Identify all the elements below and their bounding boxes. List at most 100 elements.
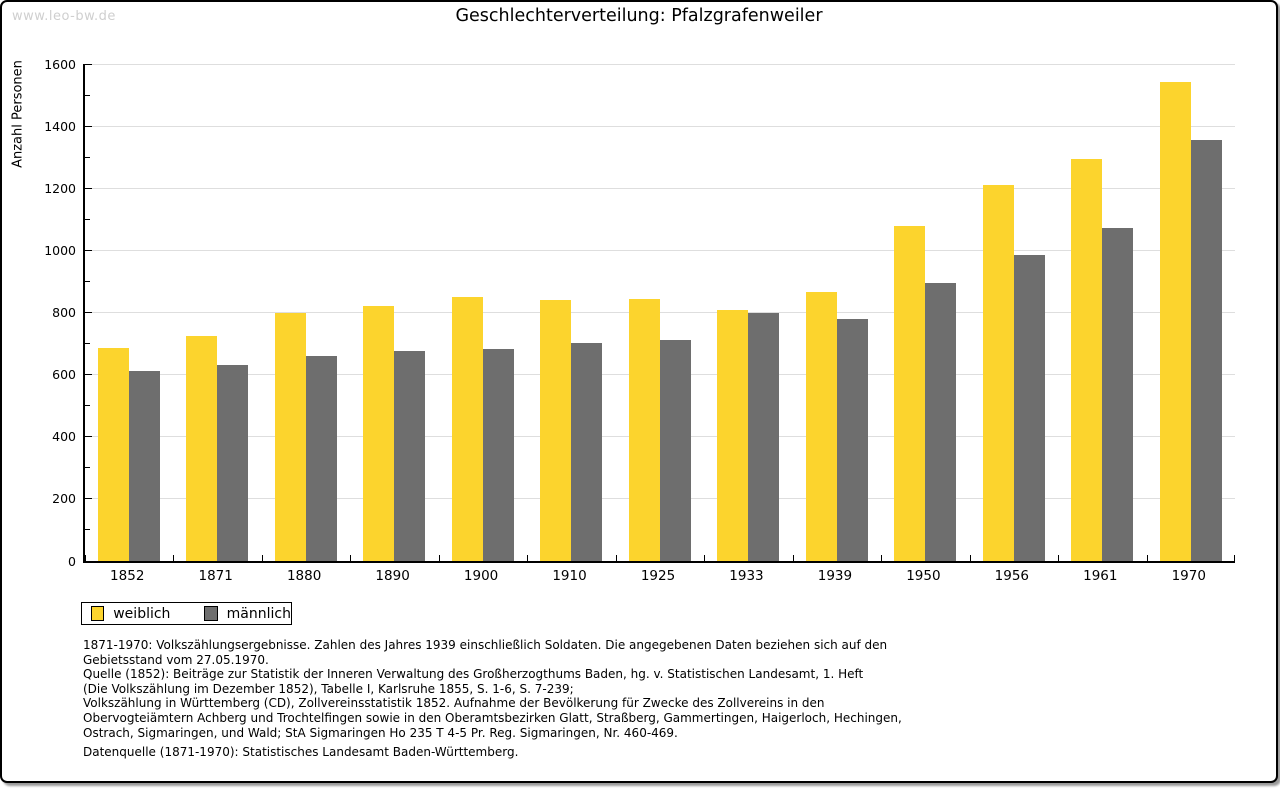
x-boundary-tick-2 <box>261 555 263 561</box>
x-tick-label-1871: 1871 <box>198 568 233 584</box>
bar-männlich-1961 <box>1102 228 1134 561</box>
x-boundary-tick-0 <box>85 555 86 561</box>
x-tick-label-1933: 1933 <box>729 568 764 584</box>
legend-swatch-weiblich <box>91 606 105 621</box>
bar-weiblich-1890 <box>363 306 395 561</box>
x-tick-label-1880: 1880 <box>286 568 322 584</box>
x-boundary-tick-13 <box>1234 555 1235 561</box>
x-tick-label-1925: 1925 <box>640 568 676 584</box>
x-tick-label-1956: 1956 <box>994 568 1030 584</box>
bar-männlich-1900 <box>482 349 514 561</box>
gridline-1400 <box>85 125 1235 127</box>
x-boundary-tick-9 <box>881 555 883 561</box>
y-tick-label-1600: 1600 <box>44 56 76 72</box>
x-tick-label-1852: 1852 <box>110 568 145 584</box>
bar-weiblich-1970 <box>1159 82 1191 561</box>
x-tick-label-1910: 1910 <box>552 568 587 584</box>
y-minor-tick-1500 <box>85 94 90 96</box>
x-boundary-tick-1 <box>173 555 175 561</box>
x-boundary-tick-6 <box>615 555 617 561</box>
note-line: Ostrach, Sigmaringen, und Wald; StA Sigm… <box>83 725 678 740</box>
note-line: Gebietsstand vom 27.05.1970. <box>83 652 269 667</box>
note-line: (Die Volkszählung im Dezember 1852), Tab… <box>83 681 574 696</box>
bar-männlich-1925 <box>659 339 691 561</box>
y-major-tick-800 <box>85 312 92 313</box>
bar-weiblich-1852 <box>98 348 129 561</box>
y-tick-label-1200: 1200 <box>44 180 76 196</box>
plot-area <box>83 63 1235 563</box>
note-line: Quelle (1852): Beiträge zur Statistik de… <box>83 667 864 682</box>
bar-weiblich-1933 <box>717 310 749 561</box>
x-tick-label-1900: 1900 <box>463 568 499 584</box>
bar-weiblich-1910 <box>540 299 572 561</box>
y-minor-tick-100 <box>85 529 90 531</box>
x-boundary-tick-4 <box>438 555 440 561</box>
bar-weiblich-1925 <box>628 299 660 561</box>
x-boundary-tick-10 <box>969 555 971 561</box>
x-boundary-tick-8 <box>792 555 794 561</box>
y-major-tick-1400 <box>85 125 92 127</box>
bar-männlich-1950 <box>925 283 957 561</box>
bar-weiblich-1950 <box>894 225 926 561</box>
y-tick-label-1000: 1000 <box>44 242 76 258</box>
y-minor-tick-1100 <box>85 218 90 220</box>
x-tick-label-1961: 1961 <box>1083 568 1118 584</box>
gridline-1200 <box>85 187 1235 189</box>
y-tick-label-200: 200 <box>52 491 76 507</box>
y-major-tick-1000 <box>85 249 92 251</box>
x-tick-label-1939: 1939 <box>817 568 853 584</box>
legend-label-maennlich: männlich <box>226 605 291 622</box>
source-notes: 1871-1970: Volkszählungsergebnisse. Zahl… <box>83 638 902 740</box>
bar-männlich-1933 <box>748 312 780 561</box>
y-tick-label-600: 600 <box>52 367 76 383</box>
legend: weiblich männlich <box>81 602 292 625</box>
x-boundary-tick-3 <box>350 555 352 561</box>
bar-männlich-1956 <box>1013 255 1045 561</box>
bar-weiblich-1880 <box>274 313 306 561</box>
note-line: 1871-1970: Volkszählungsergebnisse. Zahl… <box>83 638 888 652</box>
x-boundary-tick-7 <box>704 555 706 561</box>
bar-männlich-1910 <box>571 342 603 561</box>
note-line: Obervogteiämtern Achberg und Trochtelfin… <box>83 710 902 725</box>
y-major-tick-200 <box>85 498 92 500</box>
bar-weiblich-1961 <box>1071 159 1103 561</box>
bar-weiblich-1871 <box>186 336 218 561</box>
y-axis-title: Anzahl Personen <box>10 60 26 168</box>
x-tick-label-1890: 1890 <box>375 568 410 584</box>
y-minor-tick-700 <box>85 343 90 345</box>
bar-weiblich-1939 <box>805 292 837 561</box>
y-minor-tick-900 <box>85 280 90 282</box>
x-tick-label-1970: 1970 <box>1171 568 1206 584</box>
gridline-1000 <box>85 249 1235 251</box>
bar-männlich-1880 <box>305 356 337 561</box>
datasource-line: Datenquelle (1871-1970): Statistisches L… <box>83 745 519 759</box>
y-major-tick-400 <box>85 436 92 438</box>
bar-männlich-1970 <box>1190 140 1222 561</box>
y-minor-tick-500 <box>85 405 90 407</box>
x-boundary-tick-11 <box>1058 555 1060 561</box>
x-tick-label-1950: 1950 <box>906 568 941 584</box>
note-line: Volkszählung in Württemberg (CD), Zollve… <box>83 696 825 711</box>
y-tick-label-400: 400 <box>52 429 76 445</box>
bar-weiblich-1956 <box>982 184 1014 561</box>
y-minor-tick-1300 <box>85 156 90 158</box>
y-minor-tick-300 <box>85 467 90 469</box>
y-tick-label-800: 800 <box>52 305 76 320</box>
legend-label-weiblich: weiblich <box>113 605 171 622</box>
gridline-800 <box>85 312 1235 313</box>
chart-title: Geschlechterverteilung: Pfalzgrafenweile… <box>455 6 823 26</box>
legend-swatch-maennlich <box>204 606 218 621</box>
x-boundary-tick-5 <box>527 555 529 561</box>
y-major-tick-1600 <box>85 63 92 65</box>
bar-männlich-1939 <box>836 318 868 561</box>
x-boundary-tick-12 <box>1146 555 1148 561</box>
bar-männlich-1890 <box>394 350 426 561</box>
bar-männlich-1871 <box>217 365 249 561</box>
bar-weiblich-1900 <box>451 297 483 561</box>
y-major-tick-600 <box>85 374 92 376</box>
y-major-tick-1200 <box>85 187 92 189</box>
y-tick-label-1400: 1400 <box>44 118 76 134</box>
watermark-text: www.leo-bw.de <box>12 9 116 24</box>
gridline-1600 <box>85 63 1235 65</box>
